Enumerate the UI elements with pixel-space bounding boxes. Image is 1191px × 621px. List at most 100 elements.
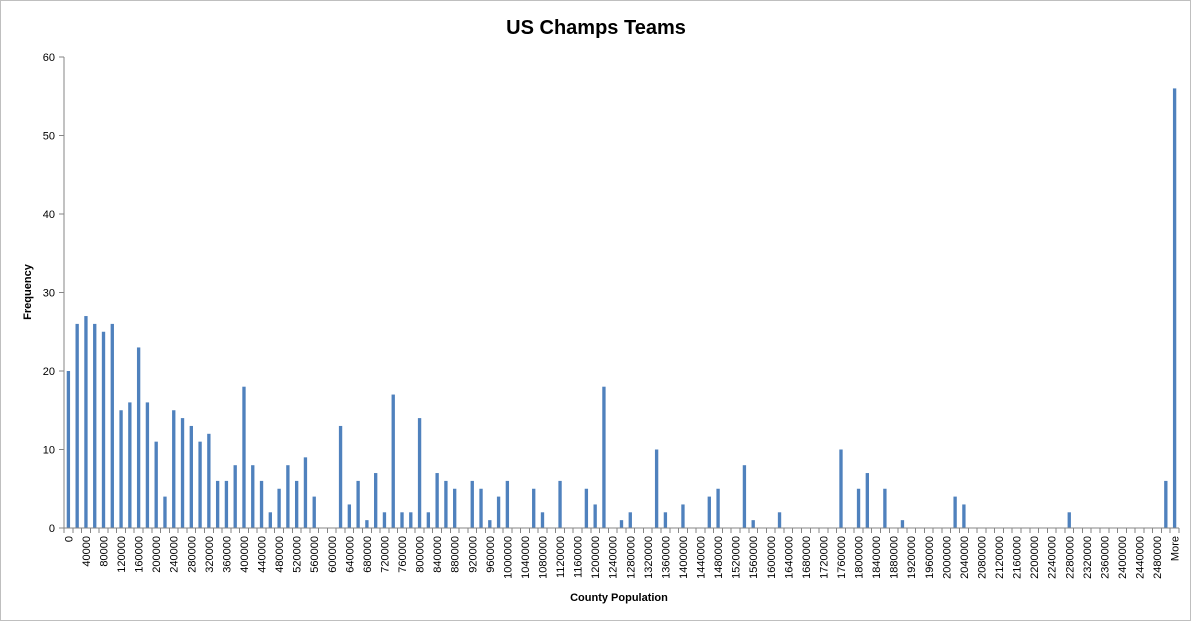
bar-720000: [382, 512, 387, 528]
x-tick-label: 1200000: [590, 536, 602, 579]
x-tick-label: 2280000: [1064, 536, 1076, 579]
bar-1760000: [839, 449, 843, 528]
bar-1060000: [532, 488, 536, 528]
bar-820000: [426, 512, 431, 528]
y-axis: 0 10 20 30 40 50 60: [43, 52, 64, 535]
bar-960000: [488, 520, 492, 528]
x-tick-label: 1560000: [748, 536, 760, 579]
bar-2280000: [1067, 512, 1071, 528]
bar-660000: [356, 480, 360, 528]
x-tick-label: 0: [63, 536, 75, 542]
bar-0: [66, 371, 71, 528]
bar-480000: [277, 488, 281, 528]
x-tick-label: 880000: [450, 536, 462, 573]
x-tick-label: 640000: [344, 536, 356, 573]
bar-680000: [365, 520, 369, 528]
x-tick-label: 320000: [204, 536, 216, 573]
x-tick-label: 2480000: [1152, 536, 1164, 579]
bar-80000: [101, 331, 106, 528]
bar-620000: [338, 425, 343, 528]
x-tick-label: 560000: [309, 536, 321, 573]
bar-1540000: [742, 465, 747, 528]
bar-940000: [479, 488, 483, 528]
bar-880000: [453, 488, 457, 528]
bar-420000: [251, 465, 255, 528]
x-axis-title: County Population: [570, 592, 668, 604]
y-tick-label: 30: [43, 288, 55, 300]
x-tick-label: 680000: [362, 536, 374, 573]
x-tick-label: 440000: [257, 536, 269, 573]
bar-560000: [312, 496, 316, 528]
bar-320000: [207, 433, 211, 528]
bar-780000: [409, 512, 413, 528]
bar-740000: [391, 394, 395, 528]
x-tick-label: 1080000: [537, 536, 549, 579]
x-tick-label: 2200000: [1029, 536, 1041, 579]
x-tick-label: 1720000: [818, 536, 830, 579]
bar-220000: [163, 496, 167, 528]
bar-100000: [110, 323, 114, 528]
x-tick-label: 1000000: [502, 536, 514, 579]
x-tick-label: 2320000: [1082, 536, 1094, 579]
x-tick-label: 1880000: [889, 536, 901, 579]
x-tick-label: 1960000: [924, 536, 936, 579]
bar-60000: [93, 323, 97, 528]
bar-40000: [84, 316, 88, 528]
x-tick-label: 1360000: [660, 536, 672, 579]
x-tick-label: 2440000: [1134, 536, 1146, 579]
bar-More: [1172, 88, 1177, 529]
x-tick-label: 280000: [186, 536, 198, 573]
x-tick-label: 1680000: [801, 536, 813, 579]
bar-1900000: [900, 520, 905, 528]
bar-1860000: [883, 488, 887, 528]
x-tick-label: 2000000: [941, 536, 953, 579]
bar-240000: [172, 410, 176, 528]
bar-920000: [470, 480, 474, 528]
x-tick-label: 1600000: [766, 536, 778, 579]
x-tick-label: 1040000: [520, 536, 532, 579]
y-axis-title: Frequency: [22, 263, 34, 320]
x-tick-label: 1800000: [854, 536, 866, 579]
x-tick-label: 480000: [274, 536, 286, 573]
bar-340000: [215, 480, 220, 528]
x-tick-label: 720000: [379, 536, 391, 573]
bar-2500000: [1164, 480, 1168, 528]
x-tick-label: 1160000: [573, 536, 585, 578]
x-tick-label: 1640000: [783, 536, 795, 579]
bar-500000: [286, 465, 290, 528]
x-tick-label: 920000: [467, 536, 479, 573]
bar-640000: [347, 504, 352, 528]
x-tick-label: 1480000: [713, 536, 725, 579]
y-tick-label: 10: [43, 445, 55, 457]
bar-1620000: [777, 512, 782, 528]
x-tick-label: 40000: [81, 536, 93, 567]
bar-1120000: [558, 480, 562, 528]
bar-1460000: [707, 496, 711, 528]
x-tick-label: 400000: [239, 536, 251, 573]
bar-1820000: [865, 473, 869, 528]
x-tick-label: 2360000: [1099, 536, 1111, 579]
bar-1400000: [681, 504, 685, 528]
bar-1220000: [602, 386, 606, 528]
x-tick-label: 960000: [485, 536, 497, 573]
x-tick-label: 520000: [292, 536, 304, 573]
x-tick-label: 360000: [221, 536, 233, 573]
y-tick-label: 50: [43, 131, 55, 143]
bar-800000: [417, 418, 422, 528]
x-tick-label: 2040000: [959, 536, 971, 579]
bar-300000: [198, 441, 202, 528]
bar-1000000: [505, 480, 510, 528]
x-tick-label: 600000: [327, 536, 339, 573]
x-tick-label: 1920000: [906, 536, 918, 579]
bar-140000: [128, 402, 132, 528]
bar-1180000: [584, 488, 589, 528]
bar-1200000: [593, 504, 597, 528]
bar-1260000: [619, 520, 624, 528]
bar-1360000: [663, 512, 668, 528]
bar-1340000: [654, 449, 659, 528]
bar-440000: [259, 480, 264, 528]
x-tick-label: 1280000: [625, 536, 637, 579]
bar-20000: [75, 323, 79, 528]
bar-280000: [189, 425, 193, 528]
x-tick-label: 1440000: [696, 536, 708, 579]
